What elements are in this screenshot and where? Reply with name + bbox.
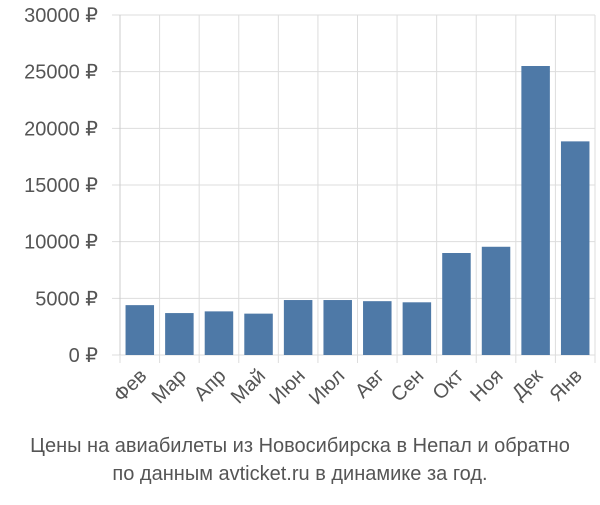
bar-10 <box>521 66 550 355</box>
bar-1 <box>165 313 194 355</box>
y-tick-label: 15000 ₽ <box>24 175 98 197</box>
y-tick-label: 10000 ₽ <box>24 232 98 254</box>
x-tick-label: Ноя <box>466 365 507 406</box>
x-tick-label: Май <box>227 365 270 408</box>
x-tick-label: Янв <box>546 365 587 406</box>
y-tick-label: 0 ₽ <box>69 345 99 367</box>
bar-0 <box>125 305 155 355</box>
bar-8 <box>442 253 471 355</box>
y-tick-label: 20000 ₽ <box>24 118 98 140</box>
x-tick-label: Апр <box>190 365 231 406</box>
caption-line-1: Цены на авиабилеты из Новосибирска в Неп… <box>30 435 570 457</box>
bar-4 <box>283 300 313 355</box>
x-tick-label: Фев <box>110 365 152 407</box>
caption-line-2: по данным avticket.ru в динамике за год. <box>112 463 488 485</box>
y-tick-label: 25000 ₽ <box>24 62 98 84</box>
x-tick-label: Авг <box>351 365 389 403</box>
y-tick-label: 5000 ₽ <box>35 288 98 310</box>
x-tick-label: Дек <box>508 365 547 404</box>
x-tick-label: Июн <box>266 365 310 409</box>
bar-11 <box>560 141 590 355</box>
x-tick-label: Июл <box>305 365 349 409</box>
y-tick-labels: 0 ₽ 5000 ₽ 10000 ₽ 15000 ₽ 20000 ₽ 25000 ₽ 300… <box>24 5 98 367</box>
bar-3 <box>244 313 273 355</box>
bar-7 <box>402 302 432 355</box>
bar-9 <box>481 246 511 355</box>
grid-layer <box>112 14 596 363</box>
x-tick-label: Мар <box>148 365 191 408</box>
bar-2 <box>204 311 234 355</box>
x-tick-label: Окт <box>429 365 468 404</box>
bar-5 <box>323 300 352 355</box>
y-tick-label: 30000 ₽ <box>24 5 98 27</box>
bar-6 <box>363 301 392 355</box>
x-tick-label: Сен <box>387 365 428 406</box>
bars-layer <box>125 66 590 355</box>
